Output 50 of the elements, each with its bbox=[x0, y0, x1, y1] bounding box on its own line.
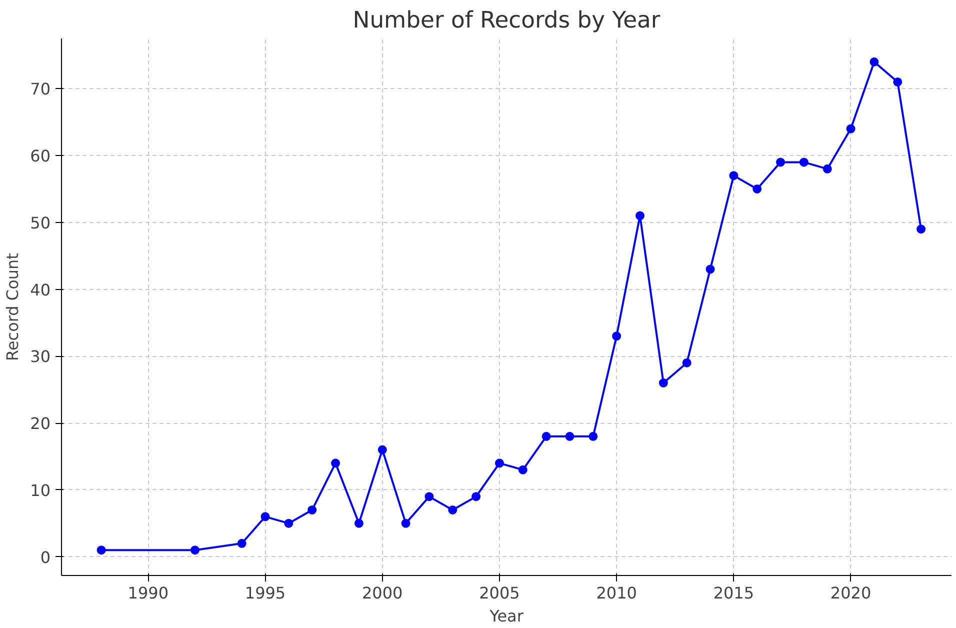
x-axis-title: Year bbox=[488, 606, 524, 626]
point bbox=[846, 124, 856, 134]
point bbox=[331, 458, 340, 468]
x-tick-label: 2020 bbox=[830, 584, 872, 602]
point bbox=[799, 158, 808, 167]
point bbox=[822, 164, 832, 174]
y-tick-label: 40 bbox=[30, 280, 50, 300]
point bbox=[752, 184, 762, 194]
point bbox=[729, 171, 738, 180]
point bbox=[237, 538, 246, 548]
y-tick-label: 60 bbox=[30, 146, 50, 166]
point bbox=[916, 224, 926, 234]
y-tick-label: 50 bbox=[30, 213, 50, 232]
y-axis-title: Record Count bbox=[3, 253, 22, 361]
y-tick-label: 70 bbox=[30, 80, 50, 99]
point bbox=[682, 358, 692, 368]
x-tick-label: 1990 bbox=[128, 584, 169, 602]
point bbox=[284, 518, 294, 528]
x-tick-label: 2010 bbox=[596, 584, 637, 602]
point bbox=[893, 77, 902, 86]
point bbox=[870, 57, 879, 66]
point bbox=[542, 432, 551, 441]
x-tick-label: 1995 bbox=[244, 584, 286, 602]
point bbox=[472, 492, 481, 502]
point bbox=[260, 512, 270, 522]
x-tick-label: 2005 bbox=[479, 584, 520, 602]
point bbox=[658, 378, 668, 388]
point bbox=[401, 518, 410, 528]
point bbox=[190, 546, 200, 555]
point bbox=[612, 332, 622, 341]
y-tick-label: 10 bbox=[30, 480, 50, 500]
point bbox=[448, 505, 458, 514]
x-tick-label: 2000 bbox=[362, 584, 403, 602]
point bbox=[636, 211, 644, 220]
chart-title: Number of Records by Year bbox=[352, 8, 661, 34]
y-tick-label: 20 bbox=[30, 414, 50, 434]
point bbox=[378, 445, 387, 454]
point bbox=[518, 465, 528, 474]
y-tick-label: 30 bbox=[30, 347, 50, 366]
point bbox=[565, 432, 574, 441]
y-tick-label: 0 bbox=[40, 548, 51, 567]
point bbox=[96, 546, 106, 555]
point bbox=[776, 158, 786, 167]
point bbox=[588, 432, 598, 441]
point bbox=[494, 458, 504, 468]
point bbox=[308, 505, 317, 514]
point bbox=[424, 492, 434, 502]
x-tick-label: 2015 bbox=[713, 584, 754, 602]
point bbox=[354, 518, 364, 528]
point bbox=[706, 264, 715, 274]
